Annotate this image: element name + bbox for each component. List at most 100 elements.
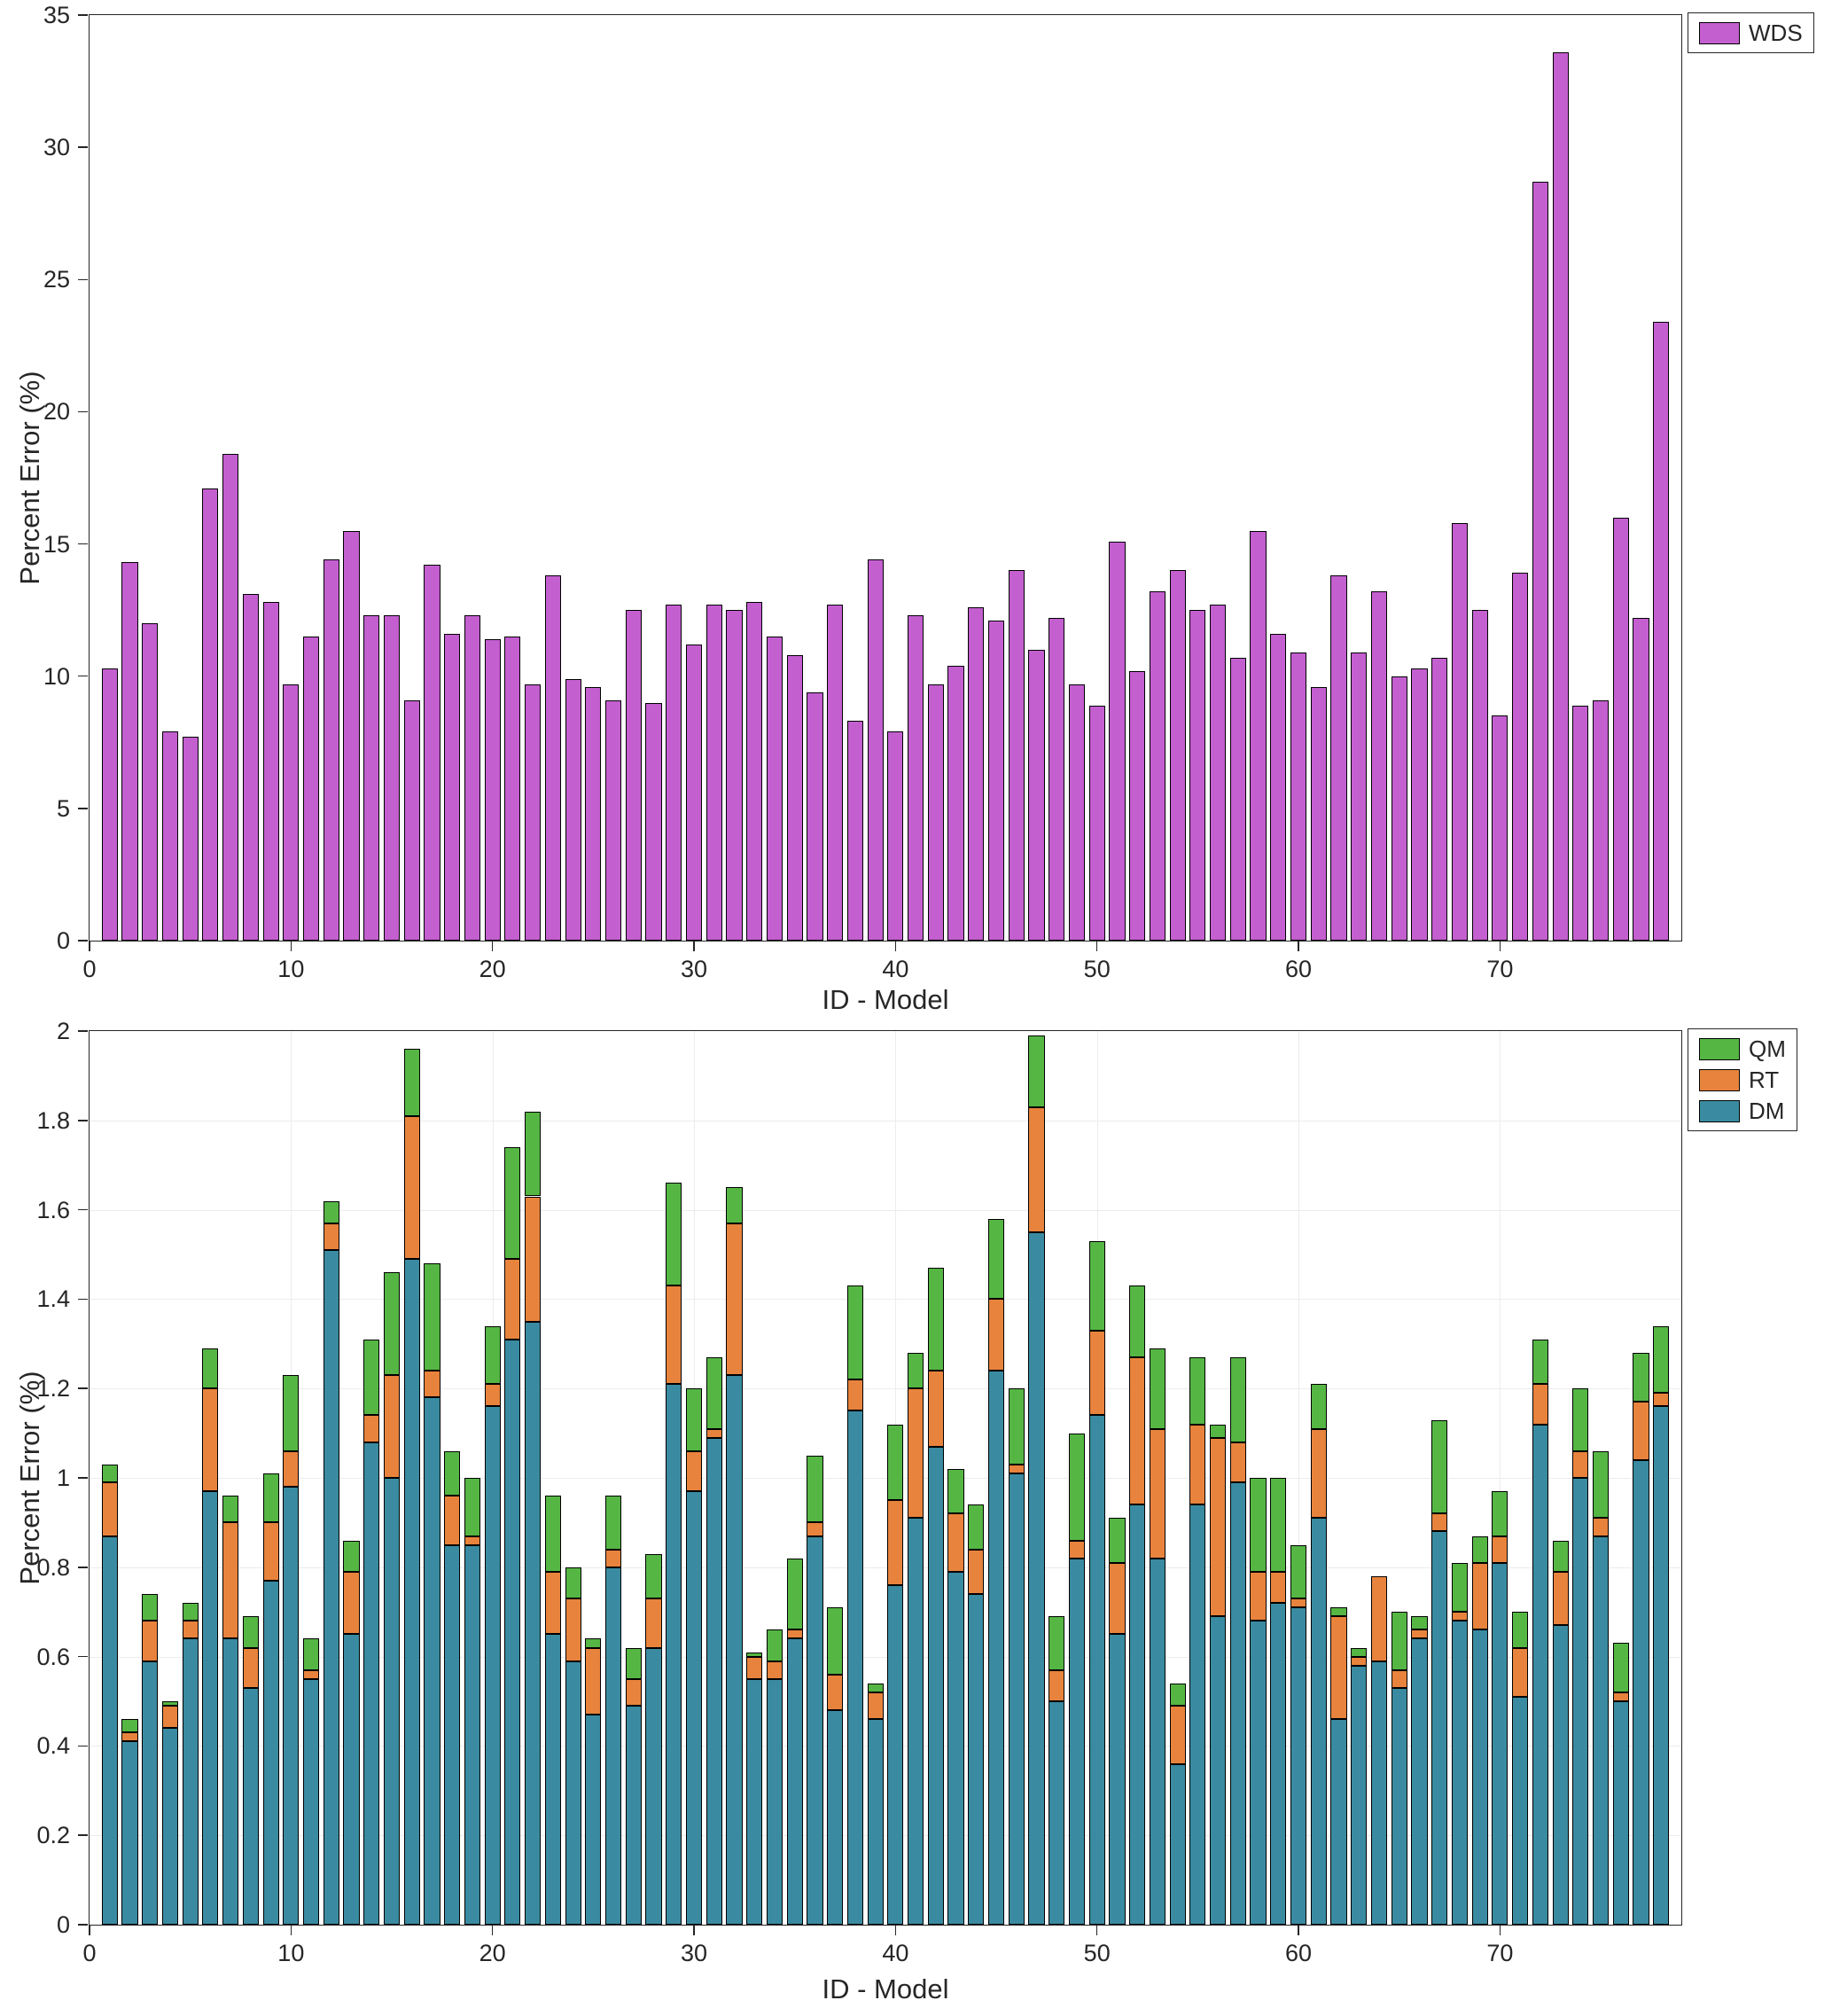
bar-segment-dm: [1492, 1562, 1508, 1925]
wds-bar: [1532, 181, 1548, 941]
bar-segment-qm: [222, 1496, 239, 1523]
wds-bar: [987, 621, 1005, 941]
bar-segment-dm: [161, 1728, 178, 1925]
horizontal-gridline: [90, 1478, 1681, 1479]
bar-segment-dm: [726, 1375, 743, 1925]
x-tick-mark: [1095, 1926, 1098, 1935]
bar-segment-dm: [142, 1660, 159, 1925]
bar-segment-qm: [1330, 1607, 1347, 1617]
wds-bar: [827, 605, 844, 941]
bar-segment-rt: [927, 1371, 944, 1447]
wds-bar: [1451, 522, 1468, 941]
bar-segment-dm: [484, 1406, 501, 1925]
wds-bar: [625, 610, 642, 941]
bar-segment-qm: [867, 1683, 884, 1692]
horizontal-gridline: [90, 1656, 1681, 1658]
wds-bar: [1189, 610, 1206, 941]
bar-segment-rt: [1431, 1513, 1448, 1532]
bar-segment-qm: [827, 1607, 844, 1675]
wds-bar: [1411, 668, 1428, 941]
bar-segment-qm: [283, 1375, 300, 1451]
bar-segment-rt: [142, 1621, 159, 1661]
wds-bar: [1330, 575, 1347, 941]
wds-plot-area: 0 5 10 15 20 25 30 35 0 10 20 30 40 50 60 70: [43, 2, 1682, 982]
bar-segment-rt: [1169, 1706, 1186, 1764]
bar-segment-dm: [444, 1544, 461, 1925]
bar-segment-dm: [1330, 1719, 1347, 1925]
bar-segment-dm: [1028, 1231, 1045, 1925]
wds-bar: [283, 684, 300, 941]
bar-segment-rt: [625, 1678, 642, 1707]
bar-segment-qm: [121, 1719, 138, 1733]
legend-item-rt: RT: [1699, 1067, 1786, 1092]
bar-segment-rt: [484, 1384, 501, 1407]
y-tick-label: 10: [43, 662, 70, 690]
y-tick-label: 1.4: [36, 1285, 70, 1313]
bar-segment-rt: [1210, 1437, 1227, 1617]
bar-segment-dm: [302, 1678, 320, 1925]
wds-bar: [927, 684, 944, 941]
horizontal-gridline: [90, 1835, 1681, 1837]
bar-segment-rt: [1532, 1384, 1548, 1425]
bar-segment-qm: [645, 1553, 662, 1599]
bar-segment-dm: [363, 1442, 380, 1925]
wds-bar: [746, 602, 763, 941]
y-tick-mark: [78, 808, 88, 809]
bar-segment-qm: [807, 1455, 823, 1523]
bar-segment-dm: [807, 1535, 823, 1925]
bar-segment-qm: [1532, 1339, 1548, 1385]
wds-bar: [262, 602, 279, 941]
bar-segment-rt: [242, 1647, 259, 1688]
wds-bar: [242, 594, 259, 941]
wds-bar: [666, 605, 682, 941]
x-tick-mark: [290, 942, 292, 951]
bar-segment-dm: [908, 1518, 924, 1925]
y-tick-label: 25: [43, 266, 70, 293]
wds-bar: [867, 559, 884, 941]
bar-segment-dm: [1532, 1424, 1548, 1925]
bar-segment-rt: [1049, 1669, 1065, 1701]
bar-segment-rt: [807, 1522, 823, 1536]
bar-segment-dm: [202, 1491, 219, 1925]
bar-segment-qm: [1431, 1419, 1448, 1514]
horizontal-gridline: [90, 1209, 1681, 1211]
bar-segment-rt: [1411, 1629, 1428, 1639]
bar-segment-dm: [1633, 1459, 1649, 1925]
wds-bar: [968, 607, 985, 941]
bar-segment-rt: [585, 1647, 602, 1715]
x-tick-mark: [491, 942, 494, 951]
x-tick-mark: [89, 942, 90, 951]
wds-bar: [504, 636, 521, 941]
x-tick-label: 50: [1083, 1940, 1111, 1966]
wds-bar: [302, 636, 320, 941]
bar-segment-rt: [887, 1500, 904, 1585]
horizontal-gridline: [90, 1388, 1681, 1390]
bar-segment-rt: [1653, 1393, 1670, 1407]
wds-bar: [1068, 684, 1086, 941]
legend-label-rt: RT: [1749, 1067, 1780, 1093]
bar-segment-qm: [1653, 1325, 1670, 1394]
bar-segment-dm: [1049, 1701, 1065, 1925]
wds-bar: [645, 702, 662, 941]
wds-bar: [1210, 605, 1227, 941]
bar-segment-qm: [1229, 1356, 1246, 1442]
y-tick-mark: [78, 1120, 88, 1121]
bar-segment-rt: [283, 1450, 300, 1488]
bar-segment-dm: [222, 1638, 239, 1925]
wds-legend: WDS: [1688, 12, 1814, 53]
bar-segment-dm: [1290, 1607, 1307, 1925]
wds-bar: [1370, 591, 1388, 941]
bar-segment-rt: [121, 1732, 138, 1742]
wds-bar: [363, 615, 380, 941]
bar-segment-dm: [887, 1584, 904, 1925]
wds-bar: [222, 454, 239, 941]
bar-segment-qm: [726, 1187, 743, 1223]
wds-bar: [1008, 570, 1025, 941]
bar-segment-dm: [1653, 1406, 1670, 1925]
wds-bar: [766, 636, 783, 941]
wds-chart: Percent Error (%) 0 5 10 15 20 25 30 35 0 10 20 30 4…: [14, 2, 1814, 1015]
bar-segment-rt: [383, 1375, 401, 1478]
stacked-x-axis-label: ID - Model: [822, 1973, 949, 2004]
wds-bar: [1592, 699, 1610, 941]
bar-segment-dm: [121, 1741, 138, 1925]
